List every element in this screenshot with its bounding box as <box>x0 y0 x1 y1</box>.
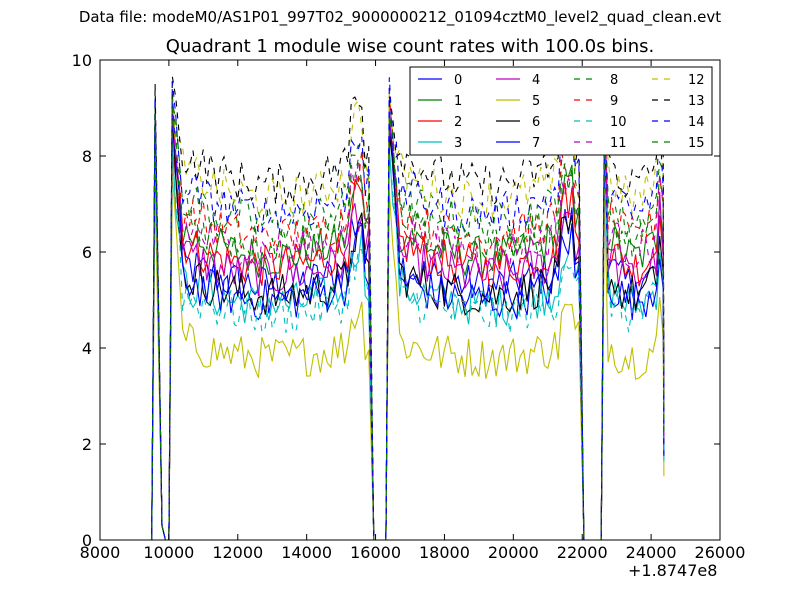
x-offset-label: +1.8747e8 <box>628 561 718 580</box>
series-line-5 <box>151 172 665 540</box>
series-line-12 <box>151 87 665 540</box>
legend-label-5: 5 <box>532 94 540 109</box>
y-tick-label: 10 <box>72 51 92 70</box>
x-tick-label: 26000 <box>695 543 746 562</box>
axes-frame <box>99 59 721 541</box>
y-tick-label: 6 <box>82 243 92 262</box>
legend-label-6: 6 <box>532 115 540 130</box>
x-tick-label: 16000 <box>350 543 401 562</box>
legend-label-8: 8 <box>610 73 618 88</box>
legend-label-15: 15 <box>688 136 705 151</box>
legend-frame <box>409 66 713 156</box>
series-line-15 <box>151 98 665 540</box>
legend-label-0: 0 <box>454 73 462 88</box>
legend-label-10: 10 <box>610 115 627 130</box>
x-tick-label: 20000 <box>488 543 539 562</box>
y-tick-label: 0 <box>82 531 92 550</box>
legend-label-13: 13 <box>688 94 705 109</box>
x-tick-label: 14000 <box>281 543 332 562</box>
series-line-8 <box>151 103 665 540</box>
x-tick-label: 10000 <box>143 543 194 562</box>
series-line-7 <box>151 110 665 540</box>
x-tick-label: 8000 <box>80 543 121 562</box>
y-tick-label: 2 <box>82 435 92 454</box>
x-tick-label: 12000 <box>212 543 263 562</box>
series-line-6 <box>151 109 665 540</box>
series-line-9 <box>151 95 665 540</box>
series-line-11 <box>151 113 665 540</box>
series-line-2 <box>151 127 665 540</box>
y-tick-label: 8 <box>82 147 92 166</box>
legend-label-11: 11 <box>610 136 627 151</box>
series-line-14 <box>151 77 665 540</box>
legend-label-9: 9 <box>610 94 618 109</box>
legend-label-14: 14 <box>688 115 705 130</box>
legend-label-4: 4 <box>532 73 540 88</box>
series-line-0 <box>151 91 665 540</box>
x-tick-label: 22000 <box>557 543 608 562</box>
legend-label-2: 2 <box>454 115 462 130</box>
series-group <box>151 70 665 540</box>
series-line-10 <box>151 137 665 540</box>
figure-suptitle: Data file: modeM0/AS1P01_997T02_90000002… <box>78 8 722 26</box>
legend-label-3: 3 <box>454 136 462 151</box>
x-tick-label: 18000 <box>419 543 470 562</box>
series-line-4 <box>151 108 665 540</box>
x-tick-label: 24000 <box>626 543 677 562</box>
chart-title: Quadrant 1 module wise count rates with … <box>165 36 655 57</box>
series-line-3 <box>151 138 665 540</box>
legend-label-1: 1 <box>454 94 462 109</box>
legend-label-12: 12 <box>688 73 705 88</box>
legend-label-7: 7 <box>532 136 540 151</box>
series-line-1 <box>151 104 665 540</box>
y-tick-label: 4 <box>82 339 92 358</box>
